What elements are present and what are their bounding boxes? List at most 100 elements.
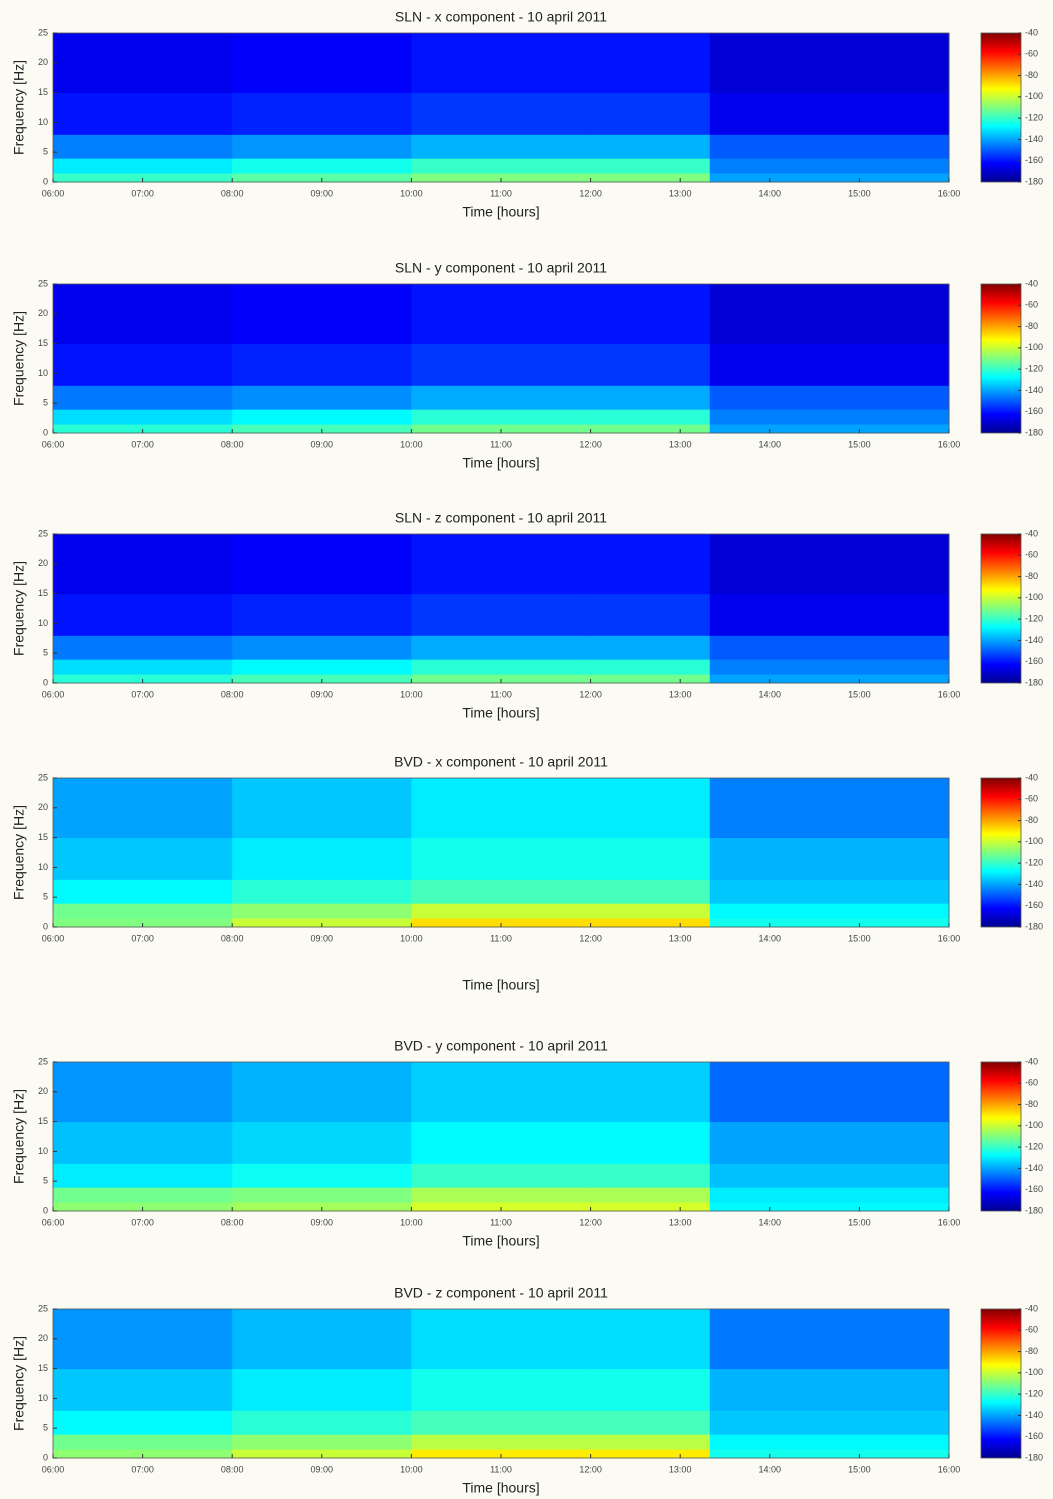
x-tick-label: 16:00	[938, 1464, 961, 1474]
heatmap-cell	[232, 284, 412, 345]
heatmap-cell	[709, 284, 950, 345]
heatmap-cell	[232, 173, 412, 183]
heatmap-cell	[53, 134, 233, 159]
colorbar-tick-label: -120	[1025, 113, 1043, 123]
heatmap-cell	[411, 173, 592, 183]
colorbar-tick-label: -60	[1025, 49, 1038, 59]
colorbar-tick-label: -100	[1025, 1120, 1043, 1130]
x-tick-label: 14:00	[759, 439, 782, 449]
heatmap-cell	[53, 1368, 233, 1411]
heatmap-cell	[590, 343, 711, 386]
y-tick-label: 25	[38, 1303, 48, 1313]
heatmap-cell	[709, 343, 950, 386]
x-tick-label: 15:00	[848, 1217, 871, 1227]
heatmap-cell	[53, 409, 233, 425]
chart-title: BVD - z component - 10 april 2011	[394, 1285, 608, 1301]
colorbar-tick-label: -60	[1025, 794, 1038, 804]
heatmap-cell	[232, 534, 412, 595]
y-tick-label: 25	[38, 27, 48, 37]
heatmap-cell	[53, 424, 233, 434]
colorbar-tick-label: -80	[1025, 1099, 1038, 1109]
x-tick-label: 11:00	[490, 933, 512, 943]
heatmap-cell	[590, 593, 711, 636]
x-tick-label: 10:00	[400, 439, 423, 449]
heatmap-cell	[590, 534, 711, 595]
heatmap-cell	[232, 879, 412, 904]
heatmap-cell	[232, 1449, 412, 1459]
y-tick-label: 20	[38, 1086, 48, 1096]
x-tick-label: 12:00	[579, 188, 602, 198]
heatmap-cell	[590, 918, 711, 928]
heatmap-cell	[590, 1410, 711, 1435]
heatmap-cell	[53, 903, 233, 919]
y-tick-label: 15	[38, 832, 48, 842]
heatmap-cell	[709, 1187, 950, 1203]
x-axis-label: Time [hours]	[462, 204, 539, 220]
heatmap-cell	[232, 424, 412, 434]
x-axis-label: Time [hours]	[462, 1233, 539, 1249]
colorbar-tick-label: -160	[1025, 155, 1043, 165]
x-tick-label: 15:00	[848, 439, 871, 449]
heatmap-cell	[53, 593, 233, 636]
heatmap-cell	[53, 1121, 233, 1164]
colorbar-tick-label: -140	[1025, 1410, 1043, 1420]
heatmap-cell	[411, 1121, 592, 1164]
colorbar-tick-label: -100	[1025, 342, 1043, 352]
heatmap-cell	[590, 1062, 711, 1123]
colorbar	[980, 1061, 1022, 1212]
heatmap-cell	[709, 1410, 950, 1435]
heatmap-cell	[709, 879, 950, 904]
x-tick-label: 16:00	[938, 188, 961, 198]
heatmap-cell	[590, 92, 711, 135]
heatmap-cell	[411, 659, 592, 675]
x-tick-label: 07:00	[131, 689, 154, 699]
colorbar-tick-label: -160	[1025, 656, 1043, 666]
colorbar	[980, 533, 1022, 684]
heatmap-cell	[590, 385, 711, 410]
colorbar-tick-label: -60	[1025, 300, 1038, 310]
y-tick-label: 0	[43, 677, 48, 687]
x-tick-label: 14:00	[759, 933, 782, 943]
colorbar-tick-label: -40	[1025, 772, 1038, 782]
y-tick-label: 0	[43, 1452, 48, 1462]
colorbar	[980, 283, 1022, 434]
heatmap-cell	[232, 1163, 412, 1188]
heatmap-cell	[232, 385, 412, 410]
colorbar-tick-label: -100	[1025, 836, 1043, 846]
x-tick-label: 14:00	[759, 689, 782, 699]
heatmap-cell	[411, 158, 592, 174]
colorbar-tick-label: -140	[1025, 134, 1043, 144]
heatmap-cell	[53, 1187, 233, 1203]
x-tick-label: 10:00	[400, 188, 423, 198]
heatmap-cell	[590, 284, 711, 345]
y-tick-label: 0	[43, 176, 48, 186]
x-tick-label: 09:00	[311, 933, 334, 943]
x-tick-label: 06:00	[42, 439, 65, 449]
x-tick-label: 10:00	[400, 1464, 423, 1474]
colorbar-tick-label: -120	[1025, 614, 1043, 624]
x-tick-label: 07:00	[131, 1217, 154, 1227]
colorbar-tick-label: -180	[1025, 176, 1043, 186]
x-tick-label: 12:00	[579, 1464, 602, 1474]
colorbar-tick-label: -120	[1025, 1389, 1043, 1399]
x-tick-label: 13:00	[669, 439, 692, 449]
colorbar-tick-label: -140	[1025, 879, 1043, 889]
heatmap-cell	[53, 659, 233, 675]
heatmap-cell	[53, 674, 233, 684]
heatmap-cell	[590, 635, 711, 660]
y-tick-label: 10	[38, 1393, 48, 1403]
heatmap-cell	[53, 635, 233, 660]
colorbar-tick-label: -140	[1025, 1163, 1043, 1173]
colorbar-tick-label: -80	[1025, 70, 1038, 80]
x-tick-label: 10:00	[400, 933, 423, 943]
heatmap-cell	[232, 1434, 412, 1450]
heatmap-cell	[232, 635, 412, 660]
heatmap-cell	[411, 1410, 592, 1435]
y-axis-label: Frequency [Hz]	[11, 561, 27, 656]
x-axis-label: Time [hours]	[462, 1480, 539, 1496]
heatmap-cell	[411, 1062, 592, 1123]
colorbar-tick-label: -120	[1025, 858, 1043, 868]
colorbar-tick-label: -180	[1025, 1452, 1043, 1462]
x-tick-label: 16:00	[938, 933, 961, 943]
